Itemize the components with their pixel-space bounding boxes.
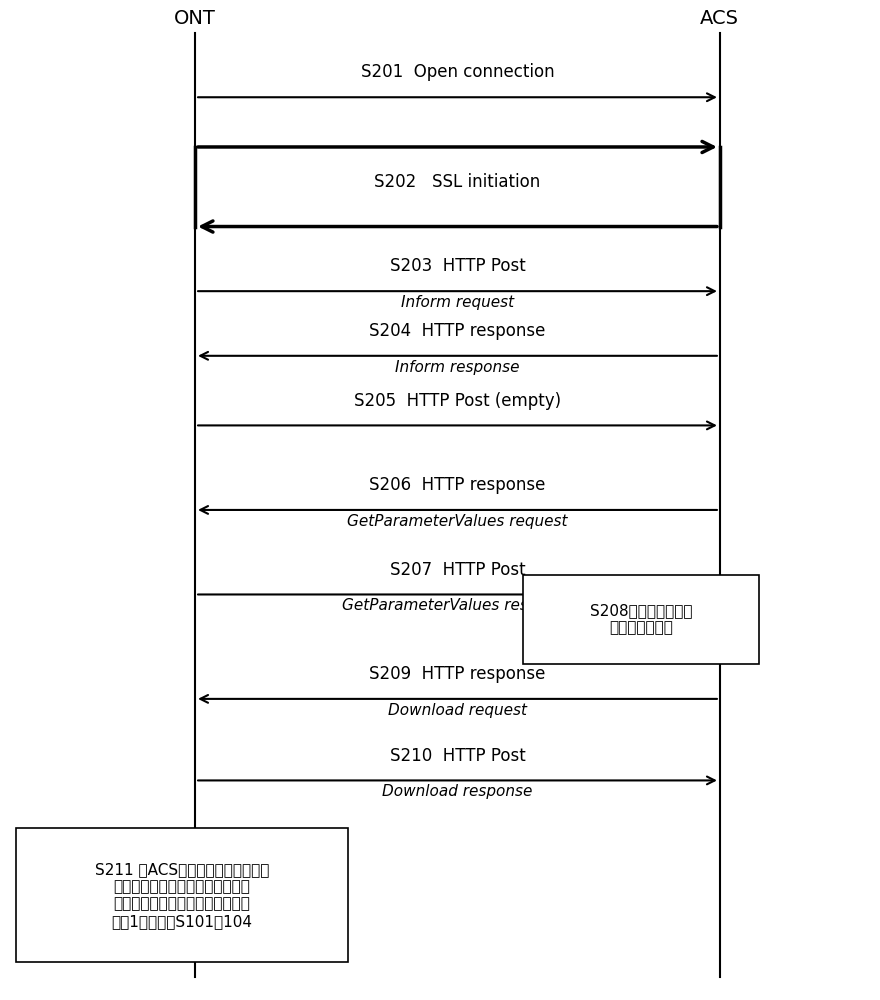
- Text: S206  HTTP response: S206 HTTP response: [370, 476, 546, 494]
- Text: S205  HTTP Post (empty): S205 HTTP Post (empty): [354, 392, 561, 410]
- Text: S202   SSL initiation: S202 SSL initiation: [374, 173, 540, 191]
- Text: S209  HTTP response: S209 HTTP response: [370, 665, 546, 683]
- Text: Inform request: Inform request: [401, 295, 514, 310]
- Text: GetParameterValues response: GetParameterValues response: [341, 598, 574, 613]
- Text: S211 从ACS下载新软件并验证该新
软件包，如果新软件的镜像文件合
法则存储该新软件。之后，执行上
述图1中的步骤S101至104: S211 从ACS下载新软件并验证该新 软件包，如果新软件的镜像文件合 法则存储…: [95, 862, 269, 929]
- Text: Download response: Download response: [382, 784, 532, 799]
- Text: S207  HTTP Post: S207 HTTP Post: [390, 561, 525, 579]
- Text: S201  Open connection: S201 Open connection: [361, 63, 554, 81]
- Text: GetParameterValues request: GetParameterValues request: [348, 514, 568, 529]
- Text: S203  HTTP Post: S203 HTTP Post: [390, 257, 525, 275]
- Text: S210  HTTP Post: S210 HTTP Post: [390, 747, 525, 765]
- Text: ACS: ACS: [700, 9, 739, 28]
- Text: ONT: ONT: [174, 9, 216, 28]
- Text: Download request: Download request: [388, 703, 527, 718]
- Text: Inform response: Inform response: [395, 360, 520, 375]
- FancyBboxPatch shape: [16, 828, 348, 962]
- Text: S204  HTTP response: S204 HTTP response: [370, 322, 546, 340]
- Text: S208检查软件版本并
决定更新软件包: S208检查软件版本并 决定更新软件包: [590, 603, 693, 636]
- FancyBboxPatch shape: [523, 575, 759, 664]
